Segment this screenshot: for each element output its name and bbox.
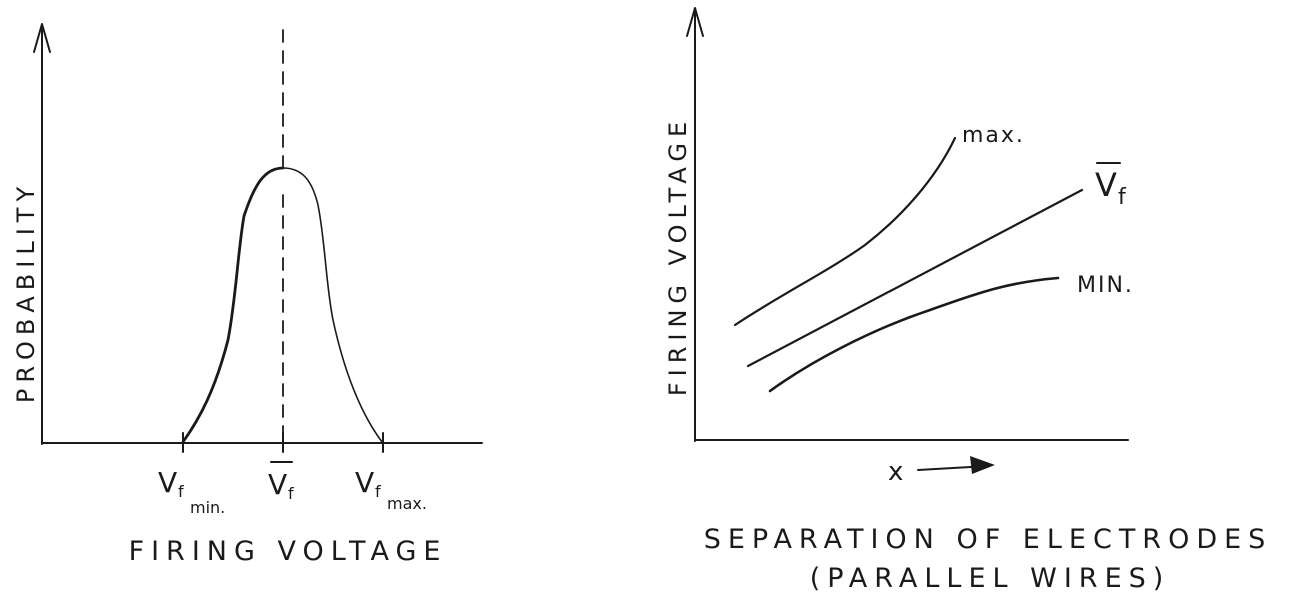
tick-label-vf-min-sub: min. bbox=[190, 498, 225, 517]
curve-mean-label-main: V bbox=[1095, 166, 1117, 204]
curve-max-label: max. bbox=[962, 123, 1025, 148]
left-y-axis-arrow-icon bbox=[33, 23, 51, 53]
left-plot: PROBABILITY V f min. V f V f max. FIRING… bbox=[12, 21, 483, 567]
right-y-axis-arrow-icon bbox=[686, 7, 704, 37]
left-x-axis-label: FIRING VOLTAGE bbox=[129, 536, 448, 567]
curve-mean bbox=[746, 188, 1084, 368]
curve-min bbox=[768, 276, 1060, 393]
tick-label-vf-mean-f: f bbox=[288, 484, 294, 503]
tick-label-vf-max-f: f bbox=[375, 482, 381, 501]
right-plot: FIRING VOLTAGE max. V f MIN. x SEPARATIO… bbox=[664, 7, 1273, 594]
curve-mean-label-sub: f bbox=[1118, 185, 1127, 210]
tick-label-vf-min-f: f bbox=[178, 482, 184, 501]
tick-label-vf-mean-main: V bbox=[268, 468, 287, 501]
curve-max bbox=[733, 136, 957, 327]
probability-curve-left-half bbox=[181, 166, 285, 444]
tick-label-vf-max-sub: max. bbox=[387, 494, 427, 513]
tick-label-vf-min-main: V bbox=[158, 466, 177, 499]
curve-min-label: MIN. bbox=[1077, 273, 1134, 298]
right-caption-line1: SEPARATION OF ELECTRODES bbox=[704, 524, 1273, 555]
right-caption-line2: (PARALLEL WIRES) bbox=[810, 563, 1171, 594]
right-x-axis-symbol: x bbox=[888, 457, 903, 487]
probability-curve-right-half bbox=[282, 167, 383, 443]
x-direction-arrow-icon bbox=[970, 456, 995, 474]
tick-label-vf-max-main: V bbox=[355, 466, 374, 499]
right-y-axis-label: FIRING VOLTAGE bbox=[664, 116, 692, 396]
left-y-axis-label: PROBABILITY bbox=[12, 181, 40, 403]
